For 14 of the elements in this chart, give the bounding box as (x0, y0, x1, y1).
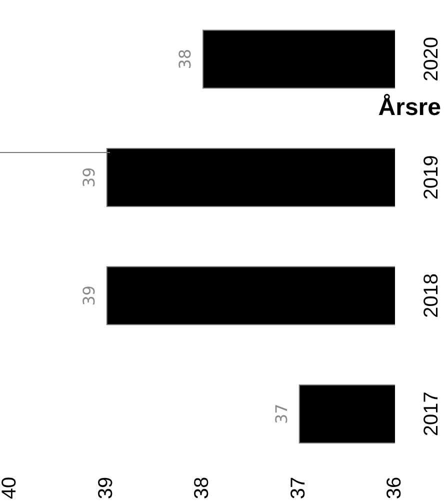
y-tick-label: 2018 (420, 273, 443, 318)
x-tick-label: 40 (0, 476, 21, 500)
data-label: 37 (272, 404, 291, 424)
data-label: 39 (79, 285, 98, 306)
data-label: 38 (176, 48, 195, 70)
y-tick-label: 2020 (420, 36, 443, 82)
text: Årsre (378, 94, 441, 122)
x-tick-label: 38 (191, 476, 214, 500)
x-tick-label: 36 (384, 476, 406, 500)
y-tick-label: 2019 (420, 155, 443, 200)
x-tick-label: 37 (287, 476, 310, 500)
x-tick-label: 39 (94, 476, 117, 500)
y-tick-label: 2017 (420, 392, 443, 436)
data-label: 39 (79, 167, 98, 188)
